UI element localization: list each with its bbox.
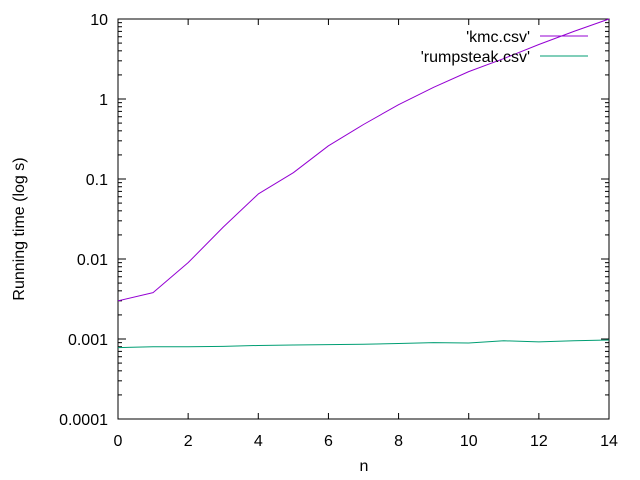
x-axis: 0 2 4 6 8 10 12 14 [114,19,618,450]
x-tick-label: 0 [114,433,123,450]
series-line-kmc [117,18,610,302]
y-tick-label: 0.01 [77,252,108,269]
legend: 'kmc.csv' 'rumpsteak.csv' [421,29,588,66]
y-tick-label: 10 [90,12,108,29]
series-line-rumpsteak [117,339,610,349]
y-tick-label: 0.001 [68,332,108,349]
y-tick-label: 0.0001 [59,412,108,429]
x-tick-label: 4 [254,433,263,450]
y-tick-label: 0.1 [86,172,108,189]
y-axis: 0.0001 0.001 0.01 0.1 1 10 [59,12,609,429]
legend-label: 'kmc.csv' [466,29,530,46]
series-lines [117,18,610,349]
plot-frame [117,18,610,420]
x-tick-label: 10 [460,433,478,450]
x-tick-label: 8 [394,433,403,450]
y-axis-title: Running time (log s) [11,157,28,300]
x-tick-label: 12 [530,433,548,450]
x-axis-title: n [360,458,369,475]
x-tick-label: 14 [600,433,618,450]
x-tick-label: 6 [324,433,333,450]
legend-label: 'rumpsteak.csv' [421,49,530,66]
y-tick-label: 1 [99,92,108,109]
x-tick-label: 2 [184,433,193,450]
plot-border [117,18,610,420]
